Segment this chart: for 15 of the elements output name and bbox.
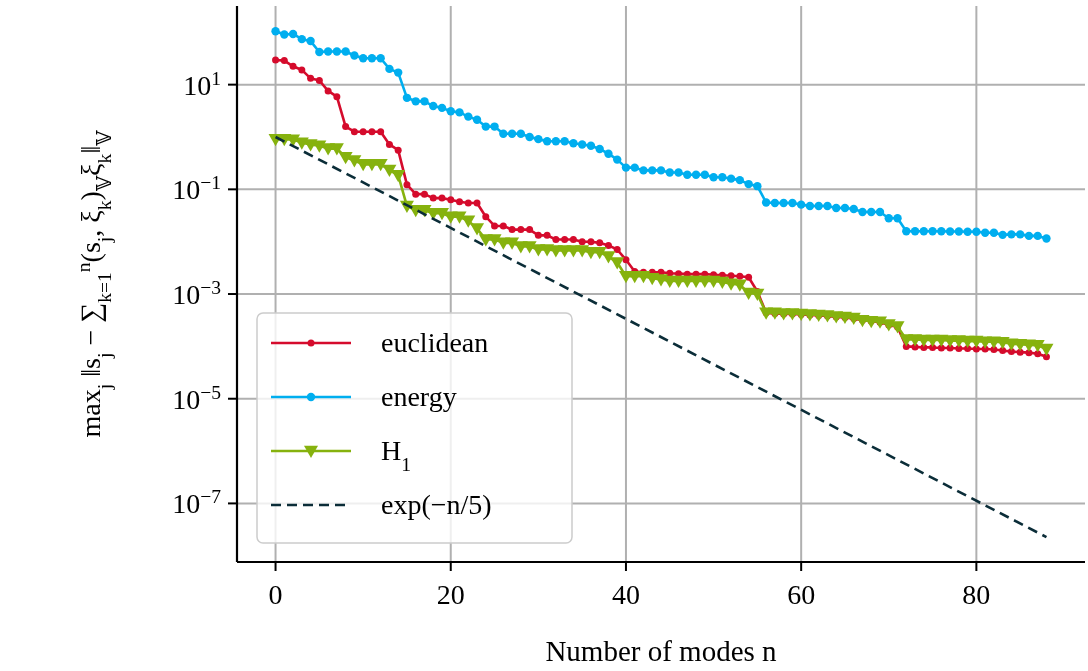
x-tick-label: 20 bbox=[436, 579, 465, 610]
y-tick-label: 10$^{−1}$ bbox=[172, 171, 221, 206]
y-tick-label: 10$^{−7}$ bbox=[172, 485, 222, 520]
x-axis-title: Number of modes n bbox=[545, 635, 778, 667]
x-tick-label: 80 bbox=[962, 579, 991, 610]
y-tick-label: 10$^{−5}$ bbox=[172, 381, 222, 415]
legend-label: H$_{1}$ bbox=[381, 435, 412, 475]
x-tick-label: 60 bbox=[787, 579, 816, 610]
y-tick-label: 10$^{−3}$ bbox=[172, 276, 222, 311]
legend-label: energy bbox=[381, 381, 457, 412]
x-tick-label: 0 bbox=[268, 579, 283, 610]
x-tick-label: 40 bbox=[611, 579, 640, 610]
legend-label: euclidean bbox=[381, 327, 489, 358]
y-tick-label: 10$^{1}$ bbox=[183, 67, 221, 101]
legend-label: exp(−n/5) bbox=[381, 489, 492, 520]
